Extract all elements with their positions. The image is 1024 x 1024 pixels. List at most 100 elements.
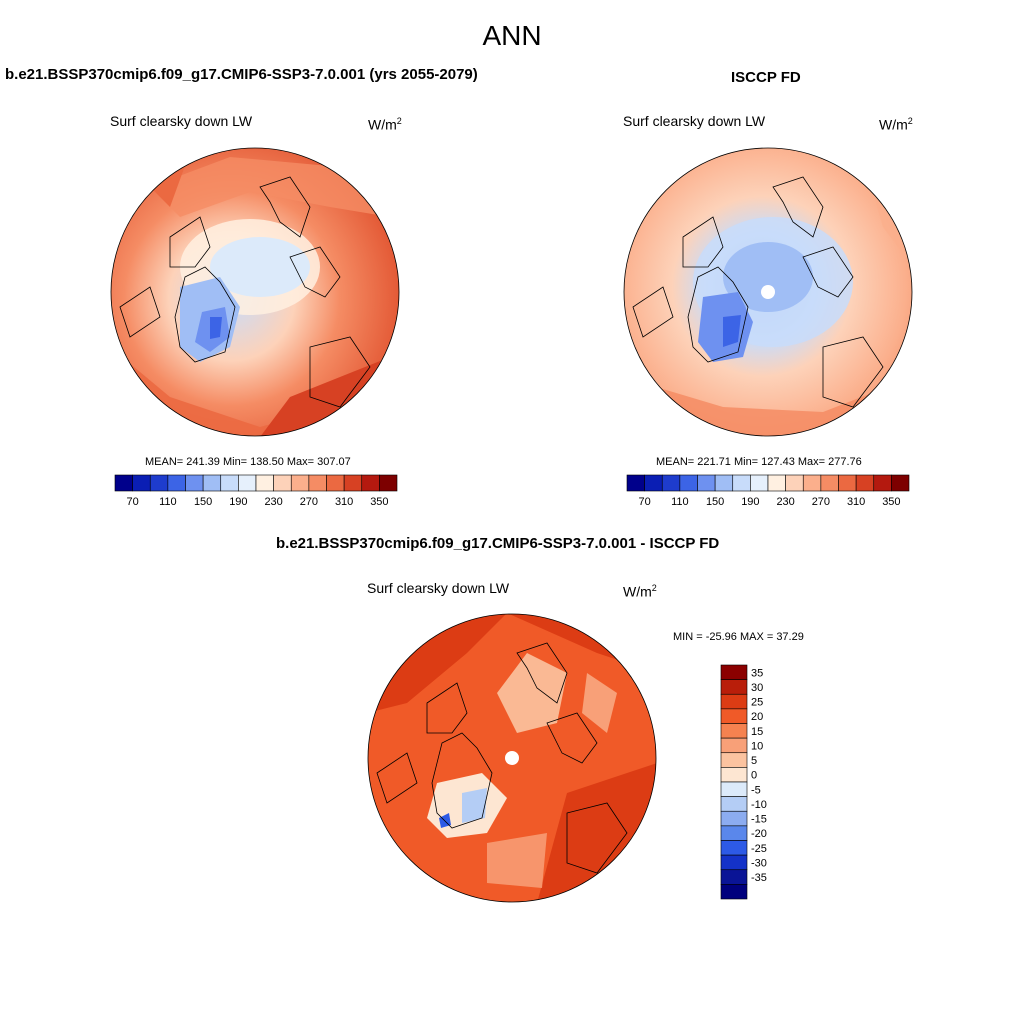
test-colorbar-tick-label: 310: [335, 496, 353, 508]
obs-units: W/m2: [879, 116, 913, 133]
obs-field-pole-gap: [761, 285, 775, 299]
obs-colorbar-box-15: [891, 474, 910, 492]
obs-colorbar-box-9: [785, 474, 804, 492]
obs-coastline-1: [682, 216, 724, 268]
obs-colorbar-box-6: [732, 474, 751, 492]
diff-colorbar-tick-label: -10: [751, 799, 767, 811]
diff-colorbar-tick-label: 35: [751, 667, 763, 679]
obs-colorbar-tick-label: 190: [741, 496, 759, 508]
diff-colorbar-tick-label: 30: [751, 682, 763, 694]
diff-coastline-1: [426, 682, 468, 734]
obs-colorbar-tick-label: 350: [882, 496, 900, 508]
diff-colorbar-tick-label: 15: [751, 726, 763, 738]
test-map-border: [110, 147, 400, 437]
test-field-greenland-min: [210, 317, 222, 339]
obs-colorbar-tick-label: 230: [776, 496, 794, 508]
obs-map-border: [623, 147, 913, 437]
obs-polar-map: [623, 147, 913, 437]
obs-colorbar-box-1: [644, 474, 663, 492]
test-colorbar-box-4: [185, 474, 204, 492]
obs-colorbar-ticks: 70 110 150 190 230 270 310 350: [639, 496, 901, 508]
diff-coastline-3: [546, 712, 598, 764]
obs-field-greenland-min: [723, 315, 741, 347]
diff-colorbar-tick-label: -30: [751, 857, 767, 869]
obs-coastline-5: [632, 286, 674, 338]
diff-colorbar-box-1: [720, 679, 748, 695]
diff-colorbar-box-9: [720, 796, 748, 812]
diff-colorbar-box-6: [720, 752, 748, 768]
test-polar-map: [110, 147, 400, 437]
test-colorbar-box-3: [167, 474, 186, 492]
obs-coastline-greenland: [687, 266, 749, 363]
diff-colorbar-tick-label: 10: [751, 740, 763, 752]
diff-colorbar-box-13: [720, 854, 748, 871]
obs-colorbar-tick-label: 70: [639, 496, 651, 508]
diff-map-border: [367, 613, 657, 903]
obs-colorbar-box-2: [661, 474, 681, 492]
diff-colorbar-tick-label: -20: [751, 828, 767, 840]
obs-coastline-2: [772, 176, 824, 238]
test-colorbar-tick-label: 70: [127, 496, 139, 508]
diff-colorbar-box-4: [720, 723, 748, 739]
diff-field-patch-east: [582, 673, 617, 733]
test-colorbar-box-9: [273, 474, 292, 492]
obs-colorbar-box-0: [626, 474, 645, 492]
test-coastline-5: [119, 286, 161, 338]
diff-coastline-4: [566, 802, 628, 874]
obs-colorbar-box-12: [838, 474, 857, 492]
diff-colorbar-box-2: [720, 693, 748, 710]
diff-units: W/m2: [623, 583, 657, 600]
test-colorbar-tick-label: 350: [370, 496, 388, 508]
test-stats: MEAN= 241.39 Min= 138.50 Max= 307.07: [145, 456, 351, 468]
test-colorbar-box-14: [361, 474, 380, 492]
diff-field-label: Surf clearsky down LW: [367, 580, 510, 596]
test-colorbar-tick-label: 190: [229, 496, 247, 508]
test-colorbar-box-10: [290, 474, 310, 492]
diff-colorbar-box-12: [720, 840, 748, 856]
test-colorbar-ticks: 70 110 150 190 230 270 310 350: [127, 496, 389, 508]
test-coastline-3: [289, 246, 341, 298]
obs-colorbar-box-10: [802, 474, 822, 492]
test-colorbar-box-6: [220, 474, 239, 492]
obs-colorbar-box-8: [767, 474, 786, 492]
test-colorbar-box-7: [238, 474, 257, 492]
test-colorbar-box-5: [202, 474, 222, 492]
test-units: W/m2: [368, 116, 402, 133]
test-field-arctic-blue: [210, 237, 310, 297]
diff-field-patch-south: [487, 833, 547, 888]
diff-colorbar-box-11: [720, 825, 748, 841]
diff-colorbar-box-8: [720, 781, 748, 797]
test-colorbar-tick-label: 150: [194, 496, 212, 508]
obs-colorbar-box-14: [873, 474, 892, 492]
diff-colorbar-tick-label: 20: [751, 711, 763, 723]
test-coastline-4: [309, 336, 371, 408]
diff-field-pole-gap: [505, 751, 519, 765]
diff-colorbar-tick-label: -5: [751, 784, 761, 796]
test-field-band-north: [150, 157, 390, 217]
obs-stats: MEAN= 221.71 Min= 127.43 Max= 277.76: [656, 456, 862, 468]
obs-colorbar-box-3: [679, 474, 698, 492]
diff-coastline-5: [376, 752, 418, 804]
test-colorbar-box-12: [326, 474, 345, 492]
obs-colorbar-tick-label: 150: [706, 496, 724, 508]
diff-stats: MIN = -25.96 MAX = 37.29: [673, 631, 804, 643]
diff-colorbar-box-15: [720, 884, 748, 900]
diff-coastline-2: [516, 642, 568, 704]
obs-colorbar-tick-label: 310: [847, 496, 865, 508]
obs-colorbar-box-11: [820, 474, 839, 492]
test-coastline-2: [259, 176, 311, 238]
test-coastline-1: [169, 216, 211, 268]
obs-colorbar-box-5: [714, 474, 734, 492]
obs-colorbar-tick-label: 110: [671, 496, 689, 508]
diff-colorbar-box-7: [720, 767, 748, 783]
diff-field-arctic-light: [497, 653, 567, 733]
obs-colorbar-tick-label: 270: [812, 496, 830, 508]
test-colorbar-tick-label: 270: [300, 496, 318, 508]
diff-colorbar-box-5: [720, 737, 748, 754]
diff-colorbar-box-0: [720, 664, 748, 680]
obs-field-label: Surf clearsky down LW: [623, 113, 766, 129]
diff-colorbar-tick-label: -35: [751, 872, 767, 884]
diff-colorbar-tick-label: 5: [751, 755, 757, 767]
diff-case-title: b.e21.BSSP370cmip6.f09_g17.CMIP6-SSP3-7.…: [276, 535, 720, 552]
test-field-label: Surf clearsky down LW: [110, 113, 253, 129]
